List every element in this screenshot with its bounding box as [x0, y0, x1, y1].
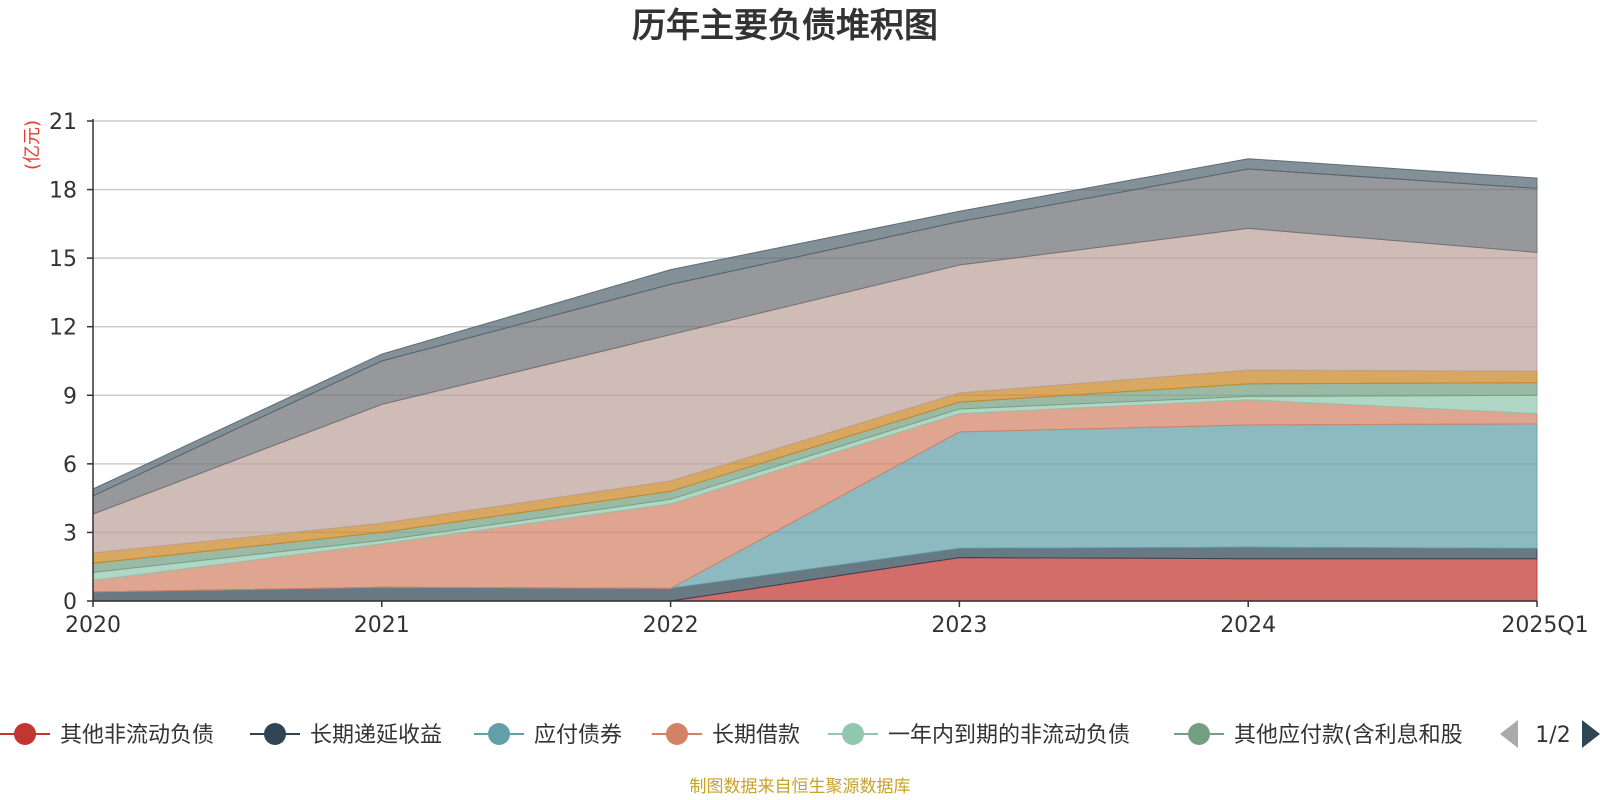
data-source-note: 制图数据来自恒生聚源数据库 — [690, 777, 911, 797]
x-tick-label: 2023 — [931, 613, 987, 638]
y-tick-label: 6 — [63, 453, 77, 478]
y-axis-unit: (亿元) — [22, 120, 43, 170]
legend-label: 长期借款 — [712, 723, 800, 748]
legend-item[interactable]: 应付债券 — [474, 723, 622, 748]
legend-next-icon[interactable] — [1582, 720, 1600, 748]
x-tick-label: 2024 — [1220, 613, 1276, 638]
legend-label: 应付债券 — [534, 723, 622, 748]
legend-label: 其他应付款(含利息和股 — [1234, 723, 1463, 748]
y-tick-label: 9 — [63, 384, 77, 409]
y-tick-label: 18 — [49, 179, 77, 204]
legend: 其他非流动负债 长期递延收益 应付债券 长期借款 一年内到期的非流动负债 其他应付款(含利… — [0, 723, 1463, 748]
y-tick-label: 3 — [63, 521, 77, 546]
x-tick-label: 2025Q1 — [1501, 613, 1588, 638]
axes: 2020 2021 2022 2023 2024 2025Q1 — [65, 119, 1589, 638]
stacked-areas — [92, 158, 1538, 602]
y-tick-label: 0 — [63, 590, 77, 615]
legend-prev-icon[interactable] — [1500, 720, 1518, 748]
legend-marker-icon — [842, 723, 864, 745]
x-tick-label: 2022 — [643, 613, 699, 638]
legend-item[interactable]: 其他非流动负债 — [0, 723, 214, 748]
legend-item[interactable]: 长期递延收益 — [250, 723, 442, 748]
legend-marker-icon — [666, 723, 688, 745]
legend-item[interactable]: 长期借款 — [652, 723, 800, 748]
chart-title: 历年主要负债堆积图 — [632, 6, 938, 46]
legend-marker-icon — [264, 723, 286, 745]
legend-label: 其他非流动负债 — [60, 723, 214, 748]
legend-marker-icon — [488, 723, 510, 745]
legend-item[interactable]: 其他应付款(含利息和股 — [1174, 723, 1463, 748]
area-series[interactable] — [92, 158, 1538, 497]
x-tick-label: 2021 — [354, 613, 410, 638]
legend-item[interactable]: 一年内到期的非流动负债 — [828, 723, 1130, 748]
legend-label: 长期递延收益 — [310, 723, 442, 748]
legend-marker-icon — [1188, 723, 1210, 745]
y-tick-label: 12 — [49, 316, 77, 341]
legend-pager: 1/2 — [1500, 720, 1600, 748]
legend-label: 一年内到期的非流动负债 — [888, 723, 1130, 748]
y-tick-label: 15 — [49, 247, 77, 272]
legend-marker-icon — [14, 723, 36, 745]
x-tick-label: 2020 — [65, 613, 121, 638]
y-tick-label: 21 — [49, 110, 77, 135]
legend-page-number: 1/2 — [1535, 723, 1570, 748]
